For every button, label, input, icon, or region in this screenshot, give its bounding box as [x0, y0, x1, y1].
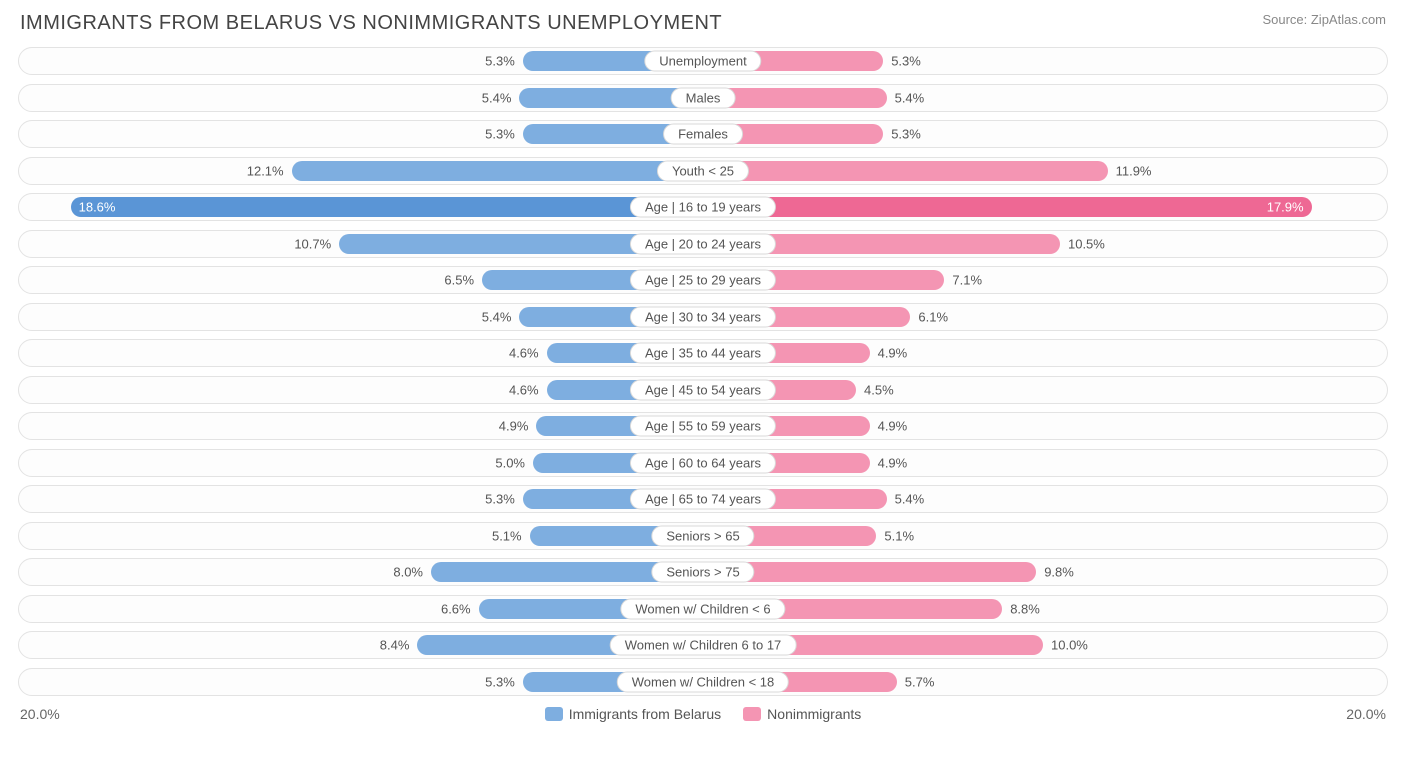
chart-row: 8.0% 9.8% Seniors > 75	[18, 558, 1388, 586]
chart-row: 5.4% 5.4% Males	[18, 84, 1388, 112]
category-label: Seniors > 65	[651, 525, 754, 546]
value-left: 5.4%	[482, 90, 512, 105]
chart-row: 5.1% 5.1% Seniors > 65	[18, 522, 1388, 550]
chart-footer: 20.0% Immigrants from Belarus Nonimmigra…	[0, 704, 1406, 722]
value-right: 11.9%	[1116, 163, 1152, 178]
axis-right-max: 20.0%	[1346, 706, 1386, 722]
value-right: 4.5%	[864, 382, 894, 397]
chart-row: 5.3% 5.4% Age | 65 to 74 years	[18, 485, 1388, 513]
value-left: 5.3%	[485, 674, 515, 689]
diverging-bar-chart: 5.3%5.3%Unemployment5.4%5.4%Males5.3%5.3…	[0, 41, 1406, 696]
category-label: Seniors > 75	[651, 562, 754, 583]
category-label: Age | 25 to 29 years	[630, 270, 776, 291]
value-left: 5.1%	[492, 528, 522, 543]
category-label: Age | 65 to 74 years	[630, 489, 776, 510]
chart-row: 8.4% 10.0% Women w/ Children 6 to 17	[18, 631, 1388, 659]
category-label: Age | 35 to 44 years	[630, 343, 776, 364]
category-label: Males	[671, 87, 736, 108]
value-left: 6.6%	[441, 601, 471, 616]
value-right: 4.9%	[878, 455, 908, 470]
chart-row: 6.6% 8.8% Women w/ Children < 6	[18, 595, 1388, 623]
category-label: Age | 16 to 19 years	[630, 197, 776, 218]
value-left: 8.4%	[380, 638, 410, 653]
chart-row: 5.3% 5.7% Women w/ Children < 18	[18, 668, 1388, 696]
value-left: 12.1%	[247, 163, 284, 178]
value-left: 5.3%	[485, 492, 515, 507]
legend-item-right: Nonimmigrants	[743, 706, 861, 722]
category-label: Age | 45 to 54 years	[630, 379, 776, 400]
value-left: 5.4%	[482, 309, 512, 324]
chart-source: Source: ZipAtlas.com	[1262, 12, 1386, 27]
chart-row: 12.1% 11.9% Youth < 25	[18, 157, 1388, 185]
value-right: 4.9%	[878, 346, 908, 361]
value-left: 5.3%	[485, 54, 515, 69]
chart-row: 4.9% 4.9% Age | 55 to 59 years	[18, 412, 1388, 440]
value-right: 5.4%	[895, 492, 925, 507]
value-left: 18.6%	[79, 200, 116, 215]
category-label: Age | 30 to 34 years	[630, 306, 776, 327]
category-label: Females	[663, 124, 743, 145]
value-left: 10.7%	[294, 236, 331, 251]
category-label: Age | 20 to 24 years	[630, 233, 776, 254]
value-right: 8.8%	[1010, 601, 1040, 616]
chart-title: IMMIGRANTS FROM BELARUS VS NONIMMIGRANTS…	[20, 12, 722, 35]
chart-row: 4.6% 4.9% Age | 35 to 44 years	[18, 339, 1388, 367]
category-label: Age | 55 to 59 years	[630, 416, 776, 437]
value-left: 4.6%	[509, 382, 539, 397]
legend-label-left: Immigrants from Belarus	[569, 706, 721, 722]
legend-item-left: Immigrants from Belarus	[545, 706, 721, 722]
bar-left	[292, 161, 703, 181]
legend: Immigrants from Belarus Nonimmigrants	[545, 706, 862, 722]
chart-row: 10.7% 10.5% Age | 20 to 24 years	[18, 230, 1388, 258]
legend-label-right: Nonimmigrants	[767, 706, 861, 722]
value-right: 7.1%	[952, 273, 982, 288]
category-label: Women w/ Children 6 to 17	[610, 635, 797, 656]
chart-row: 5.3% 5.3% Unemployment	[18, 47, 1388, 75]
chart-row: 6.5% 7.1% Age | 25 to 29 years	[18, 266, 1388, 294]
chart-row: 5.0% 4.9% Age | 60 to 64 years	[18, 449, 1388, 477]
value-left: 5.3%	[485, 127, 515, 142]
value-right: 5.4%	[895, 90, 925, 105]
value-right: 17.9%	[1267, 200, 1304, 215]
bar-right	[703, 161, 1108, 181]
category-label: Age | 60 to 64 years	[630, 452, 776, 473]
category-label: Youth < 25	[657, 160, 749, 181]
bar-right: 17.9%	[703, 197, 1312, 217]
value-left: 4.6%	[509, 346, 539, 361]
value-left: 8.0%	[393, 565, 423, 580]
value-left: 5.0%	[495, 455, 525, 470]
category-label: Unemployment	[644, 51, 761, 72]
value-right: 10.0%	[1051, 638, 1088, 653]
value-right: 5.1%	[884, 528, 914, 543]
chart-row: 5.3% 5.3% Females	[18, 120, 1388, 148]
value-left: 6.5%	[444, 273, 474, 288]
value-left: 4.9%	[499, 419, 529, 434]
chart-row: 18.6% 17.9% Age | 16 to 19 years	[18, 193, 1388, 221]
value-right: 9.8%	[1044, 565, 1074, 580]
value-right: 5.3%	[891, 54, 921, 69]
value-right: 5.3%	[891, 127, 921, 142]
chart-header: IMMIGRANTS FROM BELARUS VS NONIMMIGRANTS…	[0, 0, 1406, 41]
value-right: 6.1%	[918, 309, 948, 324]
legend-swatch-right	[743, 707, 761, 721]
legend-swatch-left	[545, 707, 563, 721]
value-right: 4.9%	[878, 419, 908, 434]
category-label: Women w/ Children < 18	[617, 671, 789, 692]
value-right: 5.7%	[905, 674, 935, 689]
value-right: 10.5%	[1068, 236, 1105, 251]
chart-row: 5.4% 6.1% Age | 30 to 34 years	[18, 303, 1388, 331]
axis-left-max: 20.0%	[20, 706, 60, 722]
category-label: Women w/ Children < 6	[620, 598, 785, 619]
chart-row: 4.6% 4.5% Age | 45 to 54 years	[18, 376, 1388, 404]
bar-left: 18.6%	[71, 197, 703, 217]
